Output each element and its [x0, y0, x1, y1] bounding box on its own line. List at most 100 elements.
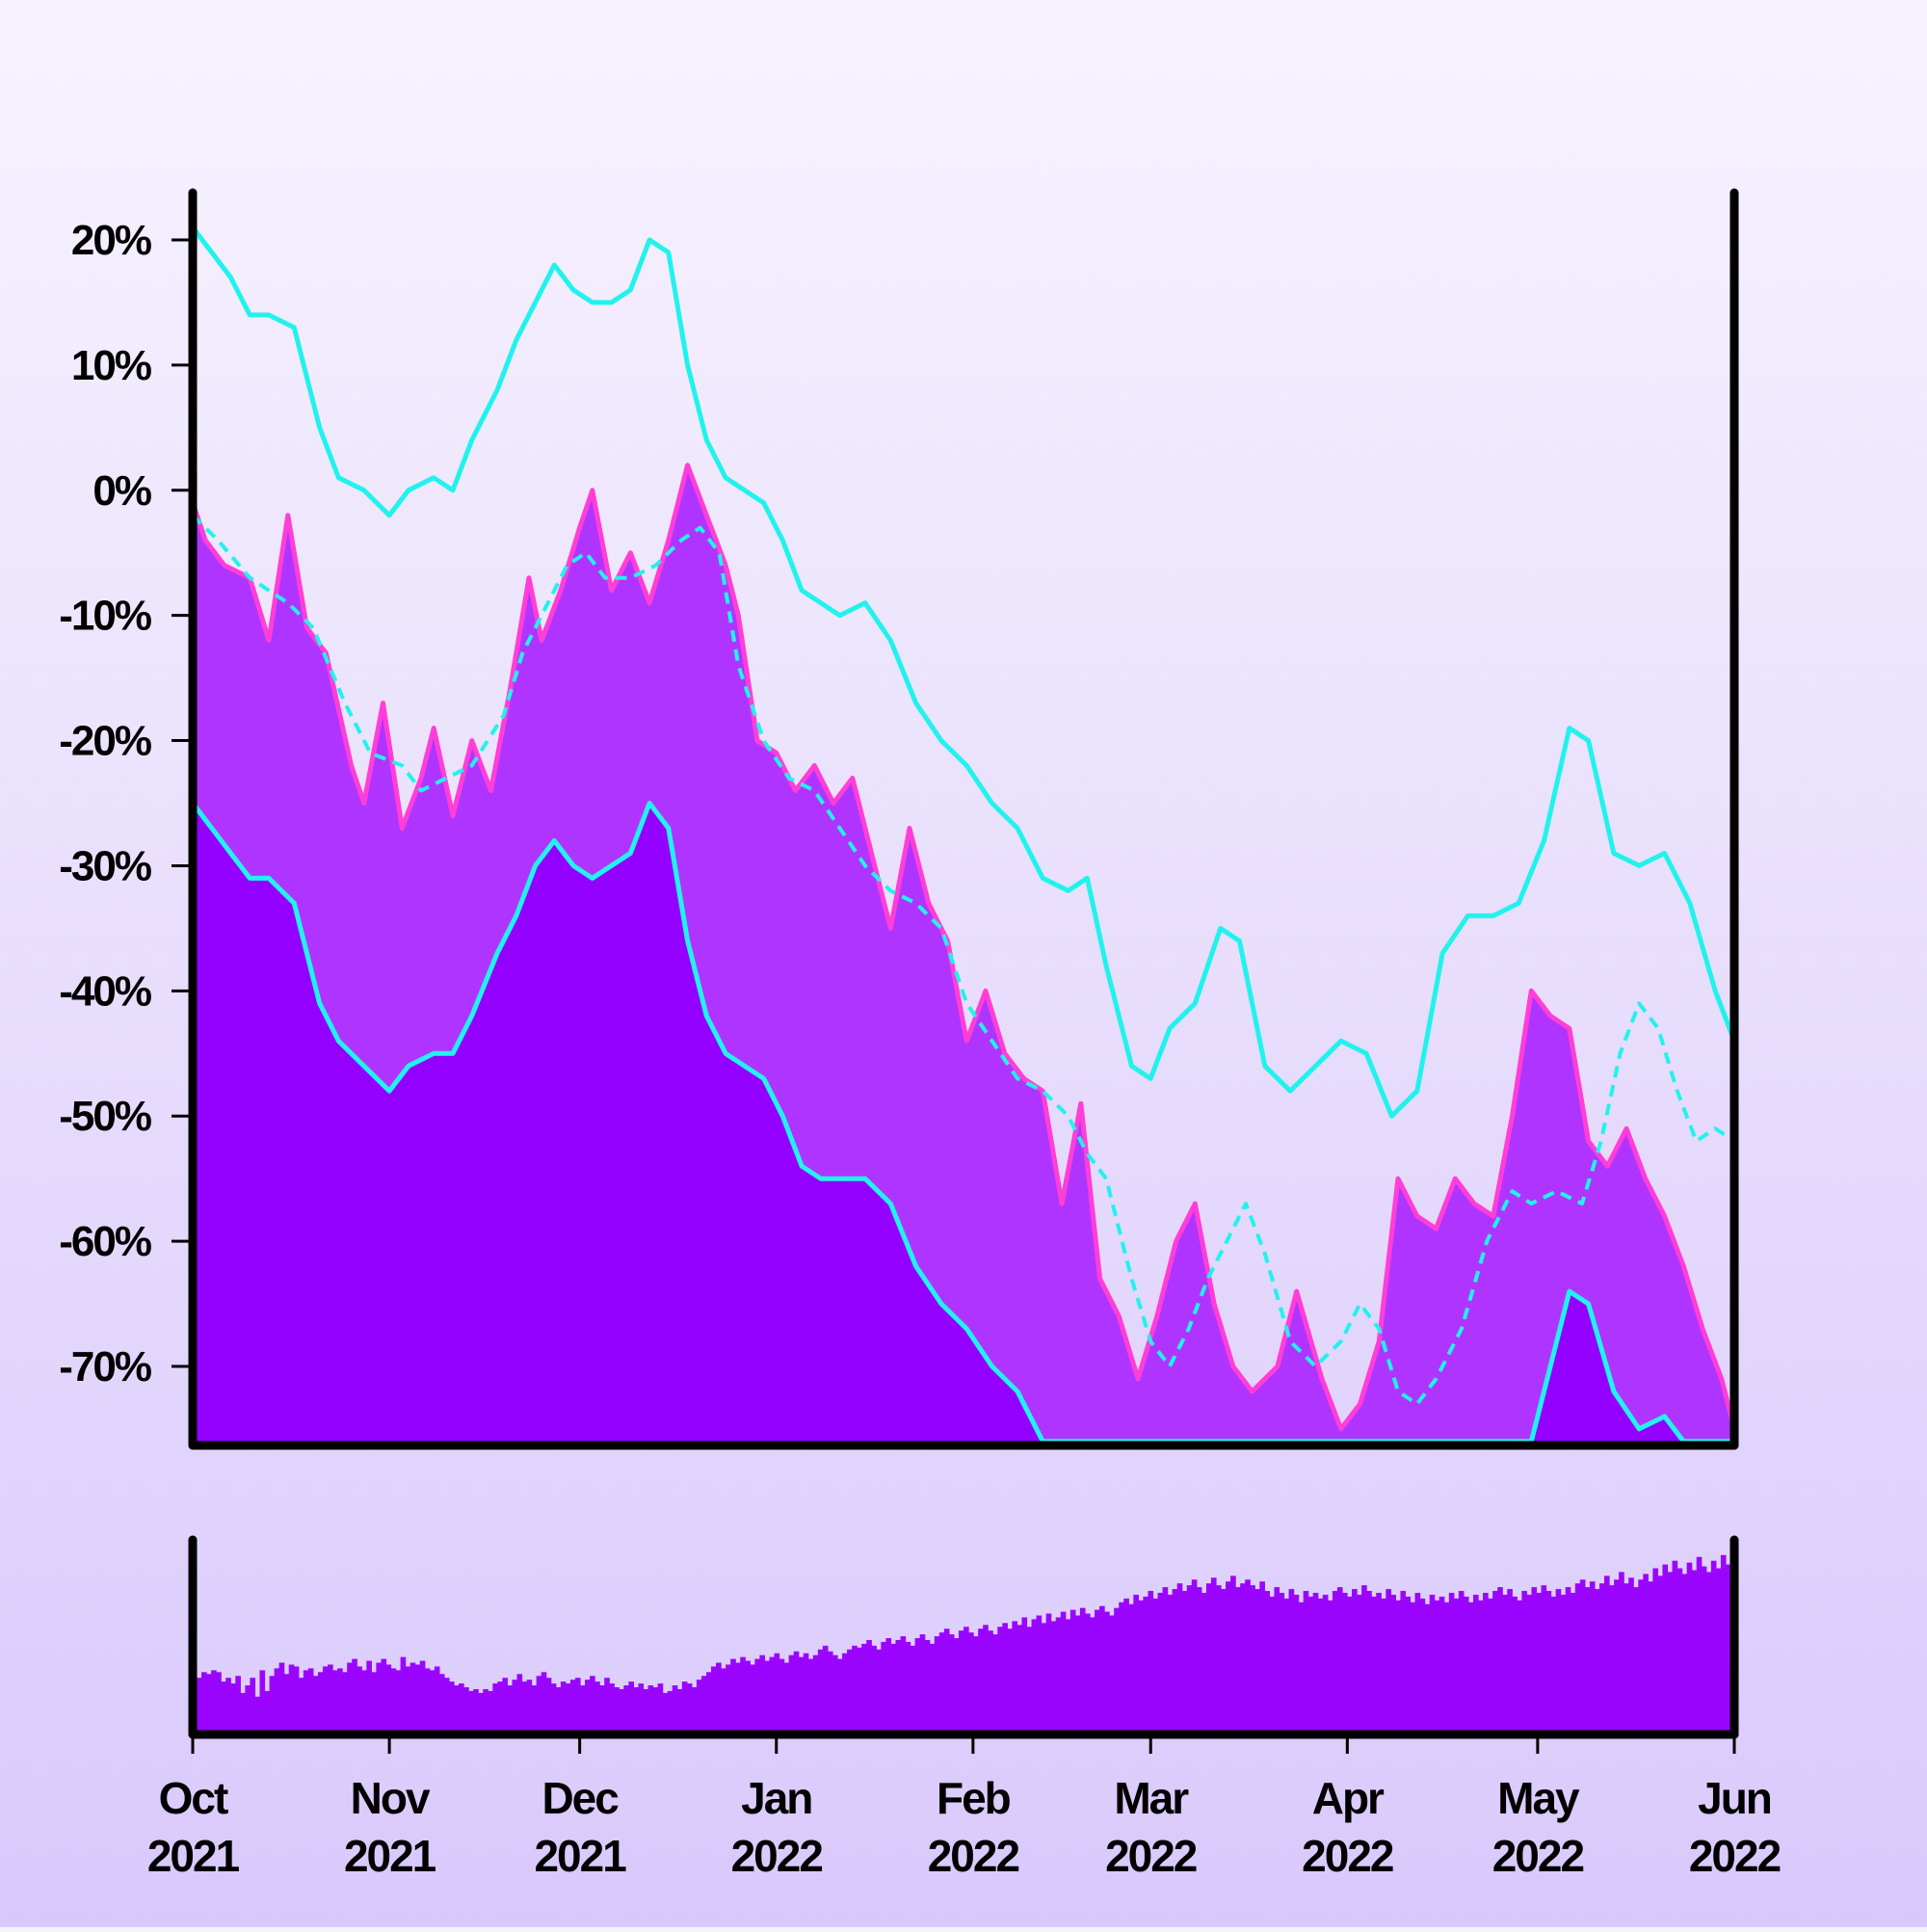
volume-bar [599, 1685, 605, 1734]
volume-bar [1230, 1575, 1236, 1734]
volume-bar [521, 1681, 528, 1734]
y-axis-ticks: 20% 10% 0% -10% -20% -30% -40% -50% -60% -70% [59, 217, 193, 1390]
volume-bar [594, 1681, 600, 1734]
volume-bar [1598, 1583, 1605, 1734]
volume-bar [934, 1636, 940, 1734]
volume-bar [419, 1660, 426, 1734]
volume-bar [1488, 1598, 1493, 1734]
volume-bar [1307, 1596, 1314, 1734]
volume-bar [978, 1628, 984, 1734]
volume-bar [938, 1632, 945, 1734]
volume-bar [793, 1651, 800, 1734]
volume-bar [536, 1676, 542, 1734]
volume-bar [585, 1680, 591, 1734]
volume-bar [211, 1670, 217, 1734]
volume-bar [1060, 1611, 1067, 1734]
volume-bar [1191, 1579, 1198, 1734]
volume-bar [1628, 1577, 1634, 1734]
volume-bar [1448, 1593, 1455, 1734]
volume-bar [356, 1666, 362, 1734]
volume-bar [807, 1658, 814, 1734]
volume-bar [1196, 1587, 1202, 1734]
volume-bar [1492, 1591, 1498, 1734]
volume-bar [245, 1685, 251, 1734]
volume-bar [983, 1625, 989, 1734]
volume-bar [483, 1688, 488, 1734]
x-tick-month: Mar [1114, 1773, 1189, 1823]
volume-bar [580, 1685, 586, 1734]
volume-bar [1099, 1605, 1105, 1734]
volume-bar [973, 1636, 979, 1734]
volume-bar [1720, 1554, 1727, 1734]
volume-bar [895, 1640, 902, 1734]
volume-bar [716, 1662, 722, 1734]
volume-bar [1167, 1594, 1174, 1734]
y-tick-label: -20% [59, 718, 151, 765]
volume-bar [1347, 1596, 1353, 1734]
volume-bar [890, 1643, 897, 1734]
volume-bar [492, 1683, 498, 1734]
volume-bar [788, 1654, 795, 1734]
volume-bar [478, 1692, 484, 1734]
volume-bar [550, 1683, 557, 1734]
volume-bar [861, 1643, 867, 1734]
volume-bar [1541, 1585, 1547, 1734]
volume-bar [1104, 1611, 1110, 1734]
volume-bar [783, 1662, 790, 1734]
volume-bar [1419, 1598, 1426, 1734]
volume-bar [667, 1690, 673, 1734]
volume-bar [1531, 1587, 1538, 1734]
x-tick-year: 2022 [1302, 1831, 1393, 1881]
volume-bar [298, 1678, 304, 1734]
volume-bar [201, 1672, 207, 1734]
volume-bar [803, 1653, 809, 1734]
volume-bar [1550, 1596, 1557, 1734]
volume-bar [405, 1666, 411, 1734]
volume-bar [1614, 1579, 1620, 1734]
volume-bar [997, 1627, 1003, 1734]
volume-bar [1176, 1583, 1183, 1734]
volume-plot [197, 1554, 1731, 1734]
volume-bar [366, 1660, 372, 1734]
volume-bar [953, 1638, 960, 1734]
volume-bar [1705, 1572, 1712, 1734]
volume-bar [1012, 1621, 1018, 1734]
volume-bar [1526, 1594, 1533, 1734]
volume-bar [1589, 1581, 1596, 1734]
volume-bar [1619, 1572, 1624, 1734]
volume-bar [1317, 1598, 1324, 1734]
volume-bar [681, 1681, 688, 1734]
volume-bar [434, 1666, 440, 1734]
volume-bar [1210, 1577, 1217, 1734]
below-lower-band-fill [193, 803, 1734, 1445]
volume-bar [531, 1685, 538, 1734]
volume-bar [1002, 1623, 1008, 1734]
volume-bar [726, 1664, 731, 1734]
volume-bar [1414, 1593, 1421, 1734]
volume-bar [1483, 1593, 1489, 1734]
volume-bar [919, 1634, 926, 1734]
volume-bar [1065, 1619, 1071, 1734]
volume-bar [1152, 1598, 1159, 1734]
volume-bar [361, 1670, 367, 1734]
volume-bar [847, 1649, 853, 1734]
volume-bar [230, 1683, 236, 1734]
volume-bar [842, 1653, 848, 1734]
x-tick-year: 2022 [731, 1831, 823, 1881]
x-tick-month: Nov [351, 1773, 431, 1823]
volume-bar [332, 1670, 338, 1734]
volume-bar [429, 1670, 436, 1734]
y-tick-label: 20% [71, 217, 151, 264]
volume-bar [385, 1664, 392, 1734]
y-tick-label: -10% [59, 593, 151, 640]
volume-bar [696, 1680, 702, 1734]
volume-bar [1517, 1600, 1522, 1734]
volume-bar [555, 1687, 562, 1734]
volume-bar [1332, 1591, 1338, 1734]
volume-bar [1574, 1583, 1581, 1734]
volume-bar [1157, 1593, 1164, 1734]
volume-bar [1410, 1601, 1416, 1734]
volume-bar [1458, 1591, 1465, 1734]
y-tick-label: -30% [59, 842, 151, 889]
volume-bar [638, 1683, 645, 1734]
